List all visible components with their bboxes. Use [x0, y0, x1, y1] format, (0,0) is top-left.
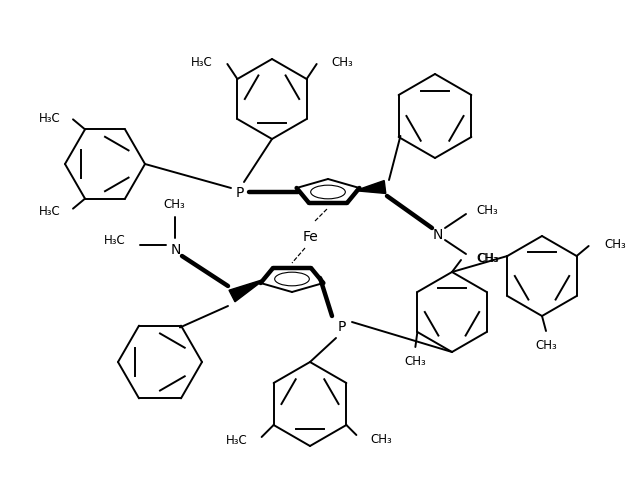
Text: H₃C: H₃C: [39, 112, 61, 124]
Text: CH₃: CH₃: [477, 252, 499, 265]
Text: N: N: [171, 242, 181, 257]
Text: H₃C: H₃C: [104, 234, 126, 247]
Text: N: N: [433, 227, 443, 242]
Text: CH₃: CH₃: [371, 433, 392, 446]
Text: CH₃: CH₃: [163, 198, 185, 211]
Text: CH₃: CH₃: [476, 204, 498, 217]
Text: H₃C: H₃C: [226, 434, 248, 447]
Text: CH₃: CH₃: [404, 355, 426, 368]
Text: H₃C: H₃C: [39, 205, 61, 218]
Text: H₃C: H₃C: [191, 56, 212, 69]
Text: CH₃: CH₃: [332, 56, 353, 69]
Text: CH₃: CH₃: [476, 252, 498, 265]
Polygon shape: [355, 181, 386, 194]
Text: P: P: [338, 319, 346, 333]
Text: Fe: Fe: [302, 229, 318, 243]
Polygon shape: [229, 279, 265, 302]
Text: P: P: [236, 186, 244, 199]
Text: CH₃: CH₃: [535, 339, 557, 352]
Text: CH₃: CH₃: [605, 238, 627, 251]
